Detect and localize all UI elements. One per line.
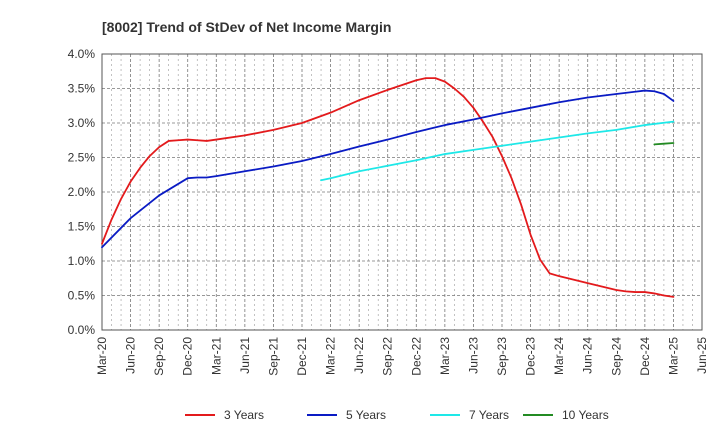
grid: [102, 54, 702, 330]
x-tick-label: Mar-21: [209, 337, 223, 375]
x-tick-label: Mar-24: [552, 337, 566, 375]
series-line-5-years: [101, 89, 675, 249]
y-tick-label: 3.0%: [68, 116, 96, 130]
legend: 3 Years 5 Years 7 Years 10 Years: [185, 408, 609, 422]
y-tick-label: 0.0%: [68, 323, 96, 337]
x-tick-label: Dec-20: [181, 337, 195, 376]
x-tick-label: Dec-24: [638, 337, 652, 376]
x-tick-label: Sep-23: [495, 337, 509, 376]
x-tick-label: Sep-20: [152, 337, 166, 376]
legend-label: 5 Years: [346, 408, 386, 422]
series-line-3-years: [101, 77, 675, 298]
x-tick-label: Dec-22: [409, 337, 423, 376]
legend-label: 10 Years: [562, 408, 609, 422]
x-tick-label: Dec-21: [295, 337, 309, 376]
y-tick-label: 1.5%: [68, 220, 96, 234]
x-tick-label: Jun-22: [352, 337, 366, 374]
x-tick-label: Mar-20: [95, 337, 109, 375]
x-tick-label: Sep-21: [266, 337, 280, 376]
x-tick-label: Jun-25: [695, 337, 709, 374]
series-group: [101, 77, 675, 298]
x-tick-label: Jun-21: [238, 337, 252, 374]
x-tick-label: Dec-23: [524, 337, 538, 376]
y-tick-label: 2.5%: [68, 151, 96, 165]
y-tick-label: 0.5%: [68, 289, 96, 303]
x-tick-label: Mar-22: [324, 337, 338, 375]
y-tick-label: 3.5%: [68, 82, 96, 96]
x-tick-label: Jun-23: [466, 337, 480, 374]
y-tick-label: 4.0%: [68, 47, 96, 61]
x-tick-label: Sep-22: [381, 337, 395, 376]
legend-label: 3 Years: [224, 408, 264, 422]
x-tick-label: Mar-25: [666, 337, 680, 375]
series-line-10-years: [653, 142, 675, 146]
axes: 0.0% 0.5% 1.0% 1.5% 2.0% 2.5% 3.0% 3.5% 4.0% Mar-…: [68, 47, 709, 376]
series-line-7-years: [320, 120, 675, 182]
x-tick-label: Jun-20: [124, 337, 138, 374]
plot-frame: [101, 53, 703, 331]
chart-title: [8002] Trend of StDev of Net Income Marg…: [102, 19, 391, 35]
x-tick-label: Mar-23: [438, 337, 452, 375]
legend-label: 7 Years: [469, 408, 509, 422]
x-tick-label: Sep-24: [609, 337, 623, 376]
x-tick-label: Jun-24: [581, 337, 595, 374]
y-tick-label: 1.0%: [68, 254, 96, 268]
y-tick-label: 2.0%: [68, 185, 96, 199]
